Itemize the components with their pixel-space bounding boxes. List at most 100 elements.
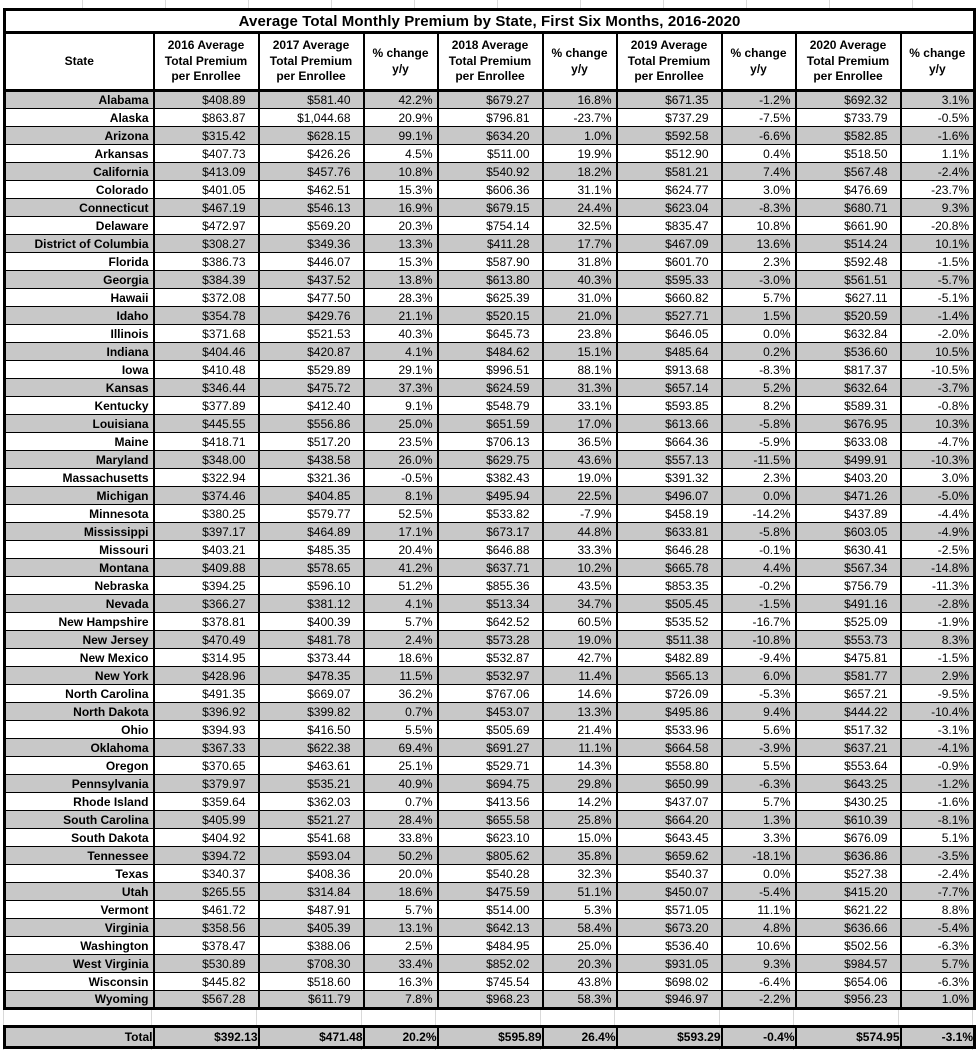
table-row: Texas $340.37 $408.36 20.0% $540.28 32.3% $540… bbox=[3, 864, 976, 883]
premium-cell: $373.44 bbox=[257, 648, 365, 667]
premium-cell: $378.81 bbox=[152, 612, 260, 631]
state-cell: Massachusetts bbox=[3, 468, 155, 487]
pct-change-cell: 2.3% bbox=[720, 468, 797, 487]
premium-cell: $642.52 bbox=[436, 612, 544, 631]
pct-change-cell: 13.8% bbox=[362, 270, 439, 289]
state-cell: Missouri bbox=[3, 540, 155, 559]
premium-cell: $767.06 bbox=[436, 684, 544, 703]
premium-cell: $505.69 bbox=[436, 720, 544, 739]
total-premium-cell: $595.89 bbox=[436, 1026, 544, 1048]
premium-cell: $569.20 bbox=[257, 216, 365, 235]
table-row: Idaho $354.78 $429.76 21.1% $520.15 21.0% $527… bbox=[3, 306, 976, 325]
pct-change-cell: -1.5% bbox=[720, 594, 797, 613]
premium-cell: $691.27 bbox=[436, 738, 544, 757]
premium-cell: $491.16 bbox=[794, 594, 902, 613]
premium-cell: $579.77 bbox=[257, 504, 365, 523]
pct-change-cell: 50.2% bbox=[362, 846, 439, 865]
premium-cell: $354.78 bbox=[152, 306, 260, 325]
state-cell: West Virginia bbox=[3, 954, 155, 973]
table-row: Alaska $863.87 $1,044.68 20.9% $796.81 -23.7%… bbox=[3, 108, 976, 127]
total-pct-change-cell: 20.2% bbox=[362, 1026, 439, 1048]
premium-cell: $536.60 bbox=[794, 342, 902, 361]
pct-change-cell: 0.4% bbox=[720, 144, 797, 163]
table-row: North Dakota $396.92 $399.82 0.7% $453.07 13.… bbox=[3, 702, 976, 721]
pct-change-cell: -3.1% bbox=[899, 720, 976, 739]
state-cell: District of Columbia bbox=[3, 234, 155, 253]
state-cell: Minnesota bbox=[3, 504, 155, 523]
premium-cell: $438.58 bbox=[257, 450, 365, 469]
pct-change-cell: 21.0% bbox=[541, 306, 618, 325]
table-row: California $413.09 $457.76 10.8% $540.92 18.2… bbox=[3, 162, 976, 181]
pct-change-cell: 19.9% bbox=[541, 144, 618, 163]
premium-cell: $553.64 bbox=[794, 756, 902, 775]
pct-change-cell: 40.9% bbox=[362, 774, 439, 793]
pct-change-cell: -8.3% bbox=[720, 360, 797, 379]
pct-change-cell: -4.7% bbox=[899, 432, 976, 451]
pct-change-cell: 25.8% bbox=[541, 810, 618, 829]
pct-change-cell: -1.9% bbox=[899, 612, 976, 631]
pct-change-cell: 5.7% bbox=[720, 288, 797, 307]
column-header: 2016 Average Total Premium per Enrollee bbox=[152, 32, 260, 92]
state-cell: Kansas bbox=[3, 378, 155, 397]
state-cell: Indiana bbox=[3, 342, 155, 361]
premium-cell: $321.36 bbox=[257, 468, 365, 487]
pct-change-cell: -2.2% bbox=[720, 990, 797, 1009]
state-cell: Alaska bbox=[3, 108, 155, 127]
pct-change-cell: 31.3% bbox=[541, 378, 618, 397]
premium-cell: $314.84 bbox=[257, 882, 365, 901]
premium-cell: $484.62 bbox=[436, 342, 544, 361]
premium-cell: $624.77 bbox=[615, 180, 723, 199]
premium-cell: $511.00 bbox=[436, 144, 544, 163]
pct-change-cell: 5.7% bbox=[899, 954, 976, 973]
pct-change-cell: -1.2% bbox=[720, 90, 797, 109]
state-cell: Vermont bbox=[3, 900, 155, 919]
premium-cell: $557.13 bbox=[615, 450, 723, 469]
pct-change-cell: -14.2% bbox=[720, 504, 797, 523]
state-cell: Texas bbox=[3, 864, 155, 883]
empty-cell bbox=[257, 1010, 362, 1025]
table-row: Indiana $404.46 $420.87 4.1% $484.62 15.1% $48… bbox=[3, 342, 976, 361]
premium-cell: $593.04 bbox=[257, 846, 365, 865]
pct-change-cell: 8.2% bbox=[720, 396, 797, 415]
pct-change-cell: 69.4% bbox=[362, 738, 439, 757]
premium-cell: $420.87 bbox=[257, 342, 365, 361]
premium-cell: $726.09 bbox=[615, 684, 723, 703]
pct-change-cell: 40.3% bbox=[362, 324, 439, 343]
pct-change-cell: -0.1% bbox=[720, 540, 797, 559]
pct-change-cell: -10.3% bbox=[899, 450, 976, 469]
pct-change-cell: 21.4% bbox=[541, 720, 618, 739]
premium-cell: $535.52 bbox=[615, 612, 723, 631]
pct-change-cell: 4.1% bbox=[362, 594, 439, 613]
pct-change-cell: 44.8% bbox=[541, 522, 618, 541]
pct-change-cell: -4.4% bbox=[899, 504, 976, 523]
premium-cell: $477.50 bbox=[257, 288, 365, 307]
empty-cell bbox=[3, 1010, 152, 1025]
state-cell: Rhode Island bbox=[3, 792, 155, 811]
pct-change-cell: 1.3% bbox=[720, 810, 797, 829]
pct-change-cell: -1.6% bbox=[899, 792, 976, 811]
premium-cell: $655.58 bbox=[436, 810, 544, 829]
premium-cell: $805.62 bbox=[436, 846, 544, 865]
pct-change-cell: 15.1% bbox=[541, 342, 618, 361]
premium-cell: $411.28 bbox=[436, 234, 544, 253]
pct-change-cell: 2.4% bbox=[362, 630, 439, 649]
premium-cell: $637.21 bbox=[794, 738, 902, 757]
pct-change-cell: 6.0% bbox=[720, 666, 797, 685]
premium-cell: $624.59 bbox=[436, 378, 544, 397]
column-header: 2020 Average Total Premium per Enrollee bbox=[794, 32, 902, 92]
premium-cell: $625.39 bbox=[436, 288, 544, 307]
premium-cell: $517.20 bbox=[257, 432, 365, 451]
premium-cell: $556.86 bbox=[257, 414, 365, 433]
empty-cell bbox=[152, 1010, 257, 1025]
state-cell: Louisiana bbox=[3, 414, 155, 433]
total-row: Total $392.13 $471.48 20.2% $595.89 26.4% $593… bbox=[3, 1026, 976, 1048]
premium-cell: $394.25 bbox=[152, 576, 260, 595]
pct-change-cell: -16.7% bbox=[720, 612, 797, 631]
pct-change-cell: -1.6% bbox=[899, 126, 976, 145]
premium-cell: $416.50 bbox=[257, 720, 365, 739]
premium-cell: $359.64 bbox=[152, 792, 260, 811]
premium-cell: $461.72 bbox=[152, 900, 260, 919]
pct-change-cell: 36.5% bbox=[541, 432, 618, 451]
table-row: Washington $378.47 $388.06 2.5% $484.95 25.0%… bbox=[3, 936, 976, 955]
